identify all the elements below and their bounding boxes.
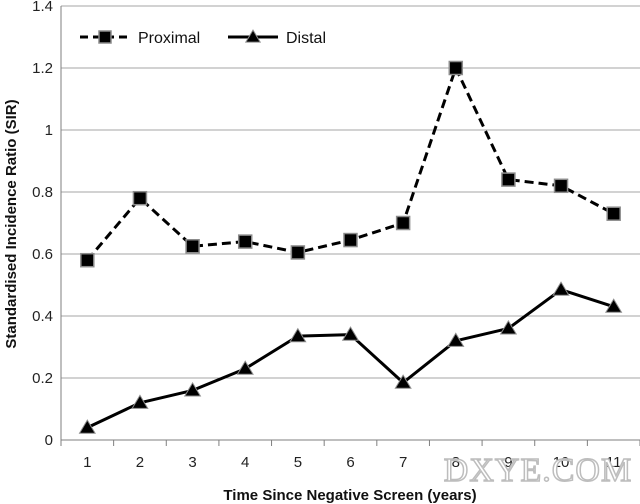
point-proximal [132, 190, 148, 206]
point-distal [289, 327, 307, 343]
point-distal [183, 381, 202, 397]
point-distal [552, 281, 570, 296]
y-tick-label: 1.4 [32, 0, 53, 15]
point-proximal [448, 60, 464, 76]
gridlines [61, 5, 640, 379]
point-distal [499, 319, 518, 335]
x-tick-label: 8 [452, 454, 460, 471]
point-distal [78, 419, 96, 434]
tick-labels: 0 0.2 0.4 0.6 0.8 1 1.2 1.4 1 2 3 4 5 6 7 8 9 10 11 [32, 0, 621, 471]
legend-marker-proximal [98, 30, 112, 44]
series-layer [78, 60, 623, 434]
point-distal [131, 394, 149, 409]
x-tick-label: 9 [504, 454, 512, 471]
x-tick-label: 5 [294, 454, 302, 471]
point-distal [605, 298, 623, 313]
point-proximal [237, 234, 253, 249]
legend-marker-distal [244, 29, 262, 43]
x-tick-label: 7 [399, 454, 407, 471]
point-proximal [290, 245, 306, 260]
x-tick-label: 4 [241, 454, 249, 471]
point-proximal [501, 172, 516, 187]
x-tick-label: 11 [606, 454, 622, 471]
series-line-distal [86, 288, 615, 429]
point-distal [236, 360, 254, 375]
y-tick-label: 0.6 [32, 246, 53, 263]
point-proximal [185, 239, 200, 254]
point-proximal [80, 252, 95, 268]
point-distal [341, 326, 360, 341]
y-tick-label: 0.4 [32, 308, 53, 325]
point-proximal [553, 178, 569, 194]
x-axis-title: Time Since Negative Screen (years) [223, 487, 476, 504]
x-tick-label: 3 [188, 454, 196, 471]
y-tick-label: 0.8 [32, 184, 53, 201]
watermark-text: DXYE.COM [444, 452, 632, 489]
point-distal [447, 332, 465, 347]
point-proximal [606, 206, 621, 221]
point-distal [394, 374, 412, 389]
point-proximal [343, 232, 358, 248]
legend: Proximal Distal [80, 29, 326, 47]
y-tick-label: 1.2 [32, 60, 53, 77]
point-proximal [395, 215, 411, 231]
axes [60, 6, 640, 446]
x-tick-label: 1 [83, 454, 91, 471]
x-tick-label: 6 [346, 454, 354, 471]
x-tick-label: 2 [136, 454, 144, 471]
y-tick-label: 1 [45, 122, 53, 139]
series-line-proximal [86, 66, 615, 262]
legend-label-proximal: Proximal [138, 30, 200, 47]
legend-label-distal: Distal [286, 30, 326, 47]
x-tick-label: 10 [553, 454, 570, 471]
y-axis-title: Standardised Incidence Ratio (SIR) [3, 99, 20, 348]
y-tick-label: 0.2 [32, 370, 53, 387]
y-tick-label: 0 [45, 432, 53, 449]
